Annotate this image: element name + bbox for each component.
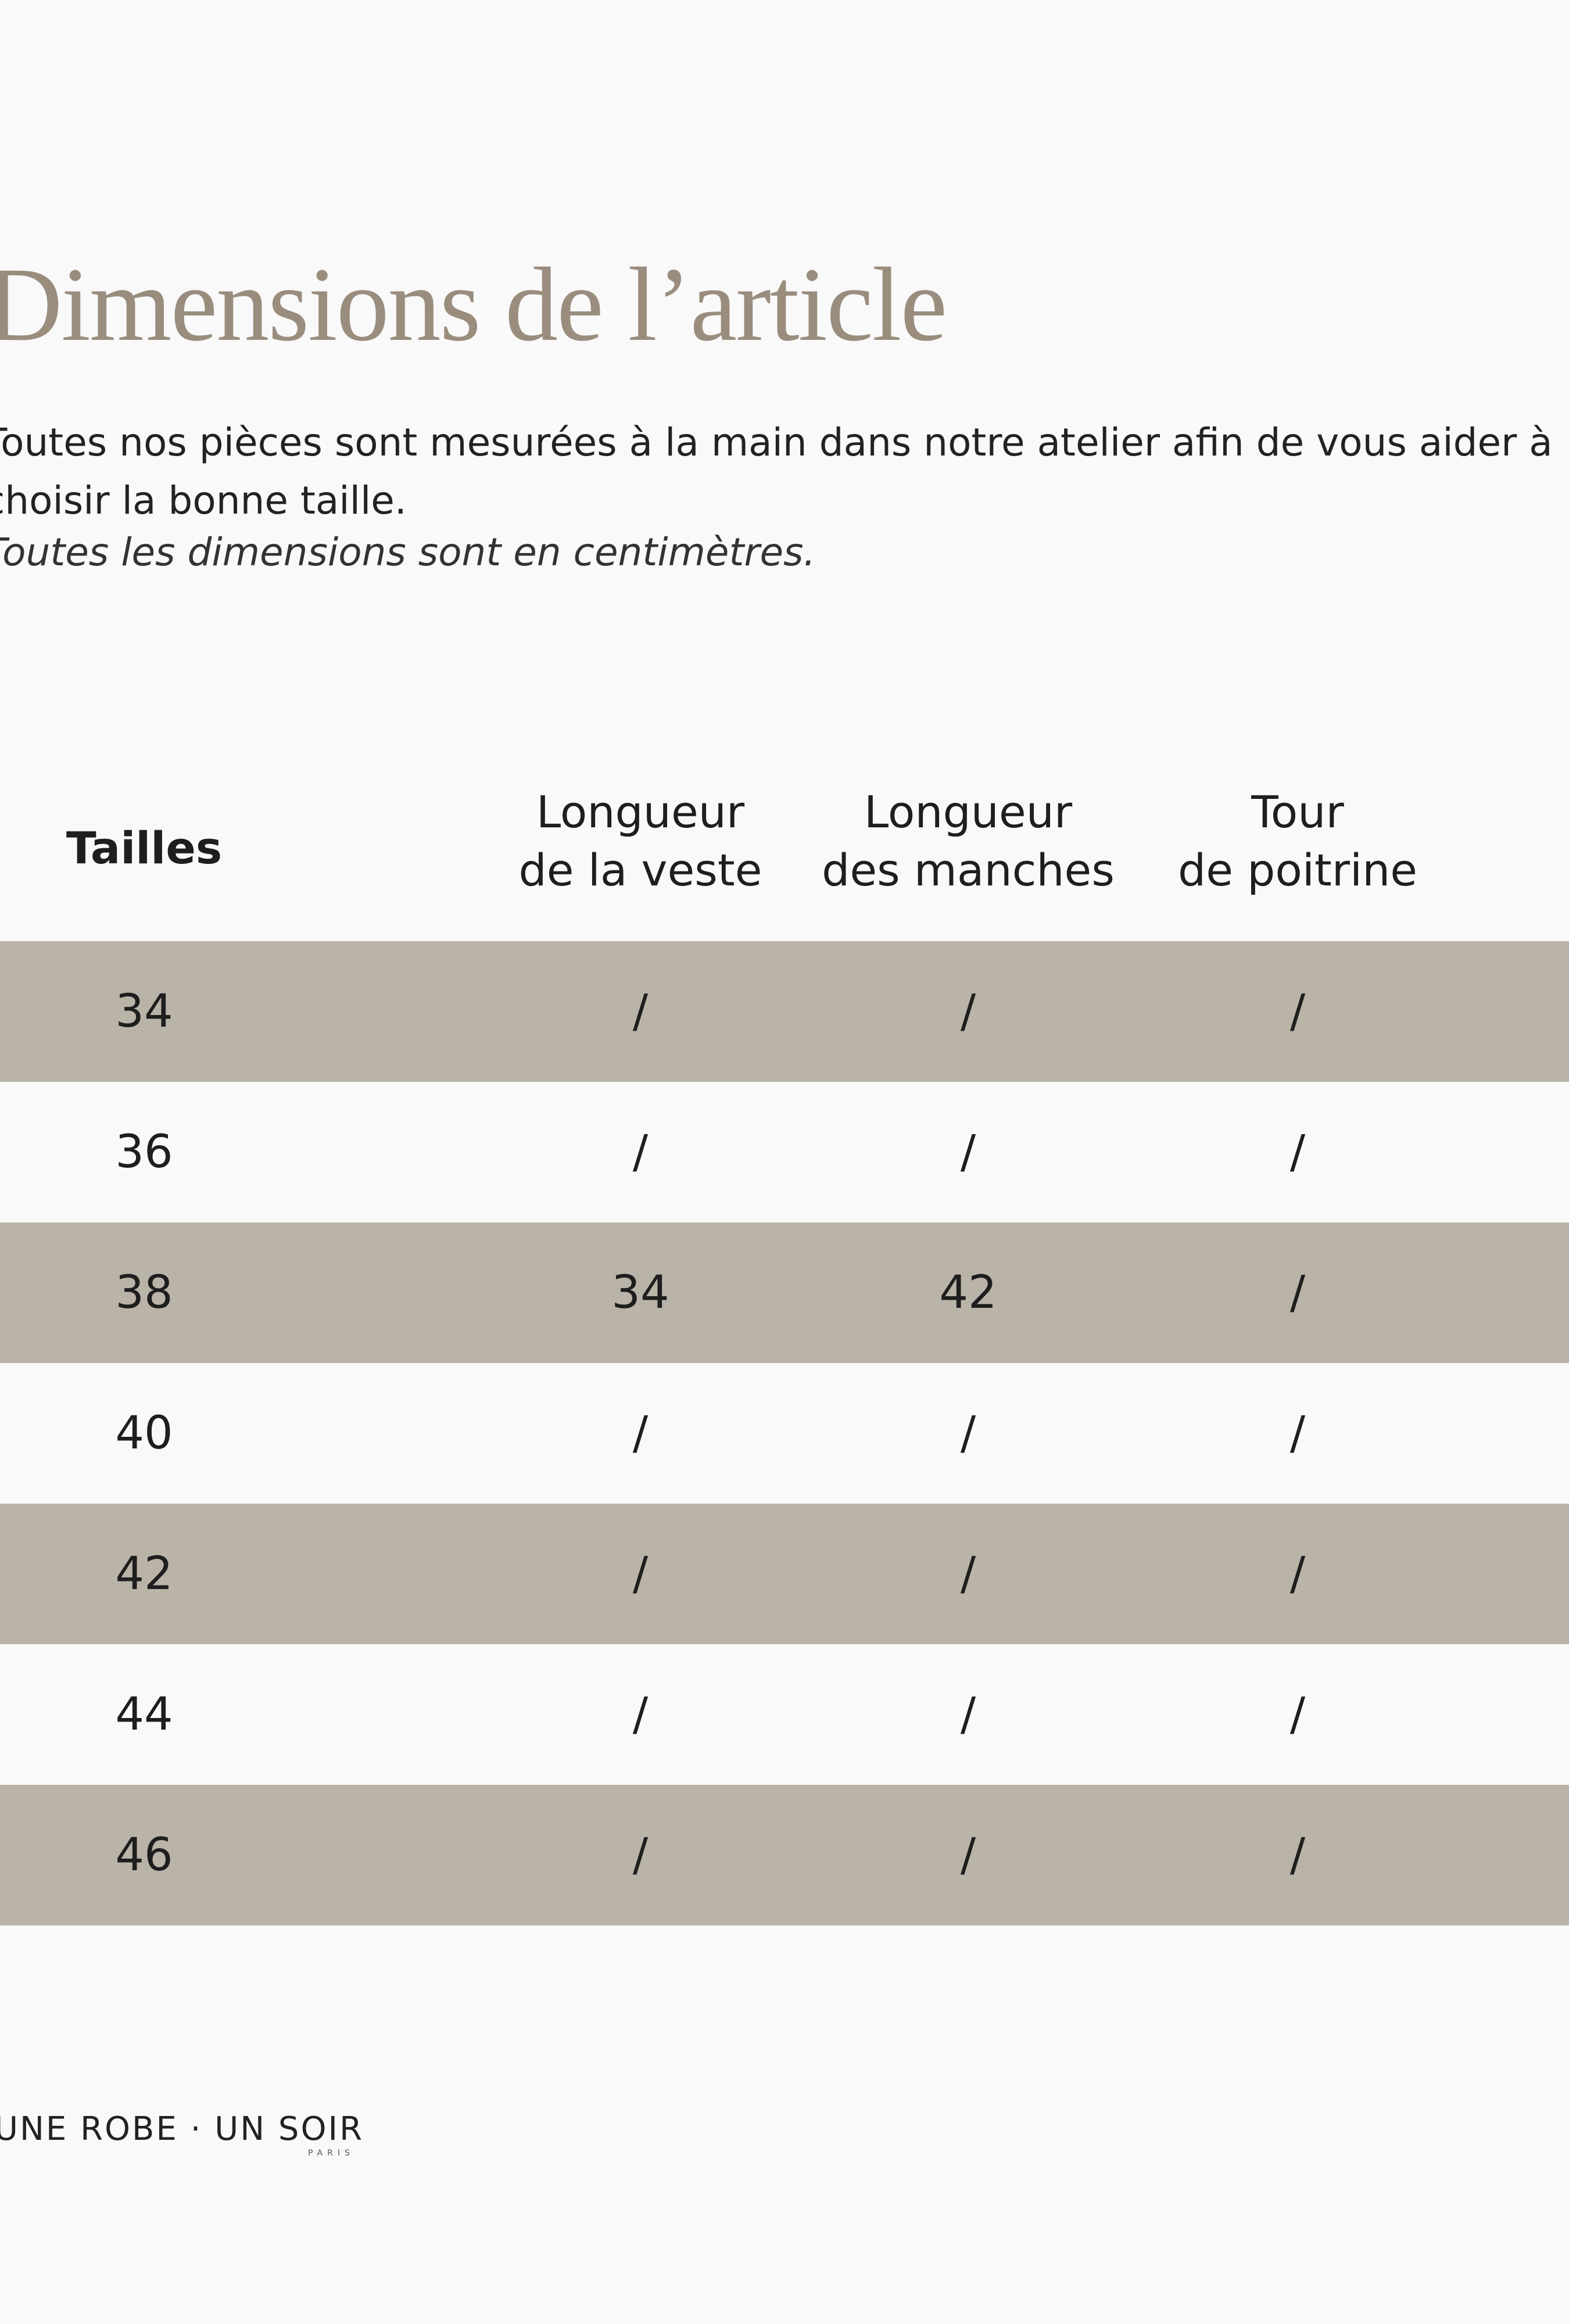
table-cell: / (960, 985, 976, 1038)
column-header: Longueur (864, 786, 1073, 838)
table-cell: / (632, 985, 649, 1038)
table-cell: / (960, 1548, 976, 1600)
table-row: 44 / / / (0, 1644, 1569, 1785)
table-cell: / (1289, 1267, 1306, 1319)
brand-city: PARIS (308, 2149, 354, 2158)
table-cell: / (960, 1407, 976, 1459)
table-cell: / (632, 1407, 649, 1459)
table-cell: 34 (611, 1267, 669, 1319)
table-cell: 40 (115, 1407, 173, 1459)
column-header: des manches (822, 844, 1115, 896)
table-cell: / (1289, 1548, 1306, 1600)
table-row: 40 / / / (0, 1363, 1569, 1504)
table-row: 36 / / / (0, 1082, 1569, 1222)
brand-logo: UNE ROBE · UN SOIR (0, 2110, 364, 2148)
column-header: Longueur (536, 786, 745, 838)
table-row: 46 / / / (0, 1785, 1569, 1925)
column-header: de la veste (518, 844, 762, 896)
table-cell: / (1289, 1688, 1306, 1741)
table-cell: 36 (115, 1126, 173, 1178)
table-cell: 42 (115, 1548, 173, 1600)
table-cell: 46 (115, 1829, 173, 1881)
table-cell: / (1289, 1126, 1306, 1178)
table-row: 38 34 42 / (0, 1222, 1569, 1363)
table-cell: / (632, 1688, 649, 1741)
description: Toutes nos pièces sont mesurées à la mai… (0, 420, 1553, 523)
table-cell: 42 (939, 1267, 997, 1319)
table-cell: / (960, 1126, 976, 1178)
table-cell: / (1289, 1407, 1306, 1459)
table-cell: / (960, 1829, 976, 1881)
column-header: Tailles (66, 822, 223, 874)
table-cell: / (632, 1829, 649, 1881)
column-header: de poitrine (1177, 844, 1418, 896)
table-cell: 34 (115, 985, 173, 1038)
table-row: 42 / / / (0, 1504, 1569, 1644)
column-header: Tour (1251, 786, 1344, 838)
table-cell: / (632, 1548, 649, 1600)
table-cell: / (960, 1688, 976, 1741)
table-row: 34 / / / (0, 941, 1569, 1082)
table-cell: 38 (115, 1267, 173, 1319)
note: Toutes les dimensions sont en centimètre… (0, 530, 816, 575)
title: Dimensions de l’article (0, 246, 947, 363)
table-cell: / (632, 1126, 649, 1178)
table-cell: 44 (115, 1688, 173, 1741)
table-cell: / (1289, 1829, 1306, 1881)
table-cell: / (1289, 985, 1306, 1038)
